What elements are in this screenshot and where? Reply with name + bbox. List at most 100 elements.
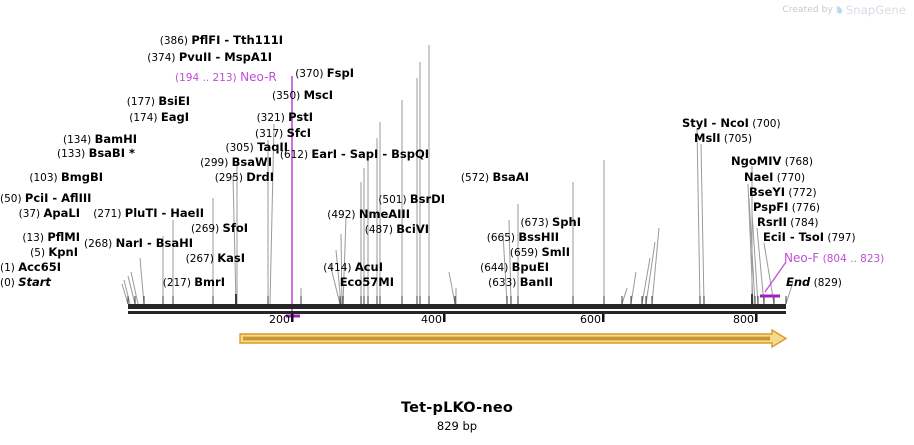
site-enzyme-name: BmrI — [194, 275, 225, 289]
restriction-site-label-taqii: (305) TaqII — [0, 141, 289, 154]
site-position: (5) — [30, 247, 49, 259]
leader-lines-left — [121, 45, 430, 305]
leader-lines-middle — [448, 160, 660, 305]
site-position: (501) — [378, 194, 410, 206]
site-enzyme-name: EagI — [160, 110, 189, 124]
site-enzyme-name: EarI - SapI - BspQI — [311, 147, 429, 161]
ruler-tick-400: 400 — [421, 313, 442, 326]
site-position: (829) — [810, 277, 842, 289]
site-enzyme-name: BmgBI — [60, 170, 103, 184]
restriction-site-label-pvuii-mspa1i: (374) PvuII - MspA1I — [0, 50, 272, 64]
site-enzyme-name: NarI - BsaHI — [115, 236, 193, 250]
restriction-site-label-banii: (633) BanII — [0, 276, 553, 289]
restriction-site-label-fspi: (370) FspI — [0, 66, 354, 80]
restriction-site-label-rsrii: RsrII (784) — [757, 215, 819, 229]
page-title: Tet-pLKO-neo — [400, 400, 514, 416]
site-position: (0) — [0, 277, 19, 289]
site-enzyme-name: SfoI — [222, 221, 248, 235]
site-enzyme-name: PvuII - MspA1I — [178, 50, 272, 64]
restriction-site-label-ecii-tsoi: EciI - TsoI (797) — [763, 230, 856, 244]
site-position: (177) — [126, 96, 159, 108]
site-position: (370) — [295, 68, 327, 80]
restriction-site-label-msli: MslI (705) — [694, 132, 753, 145]
site-enzyme-name: NgoMIV — [731, 154, 782, 168]
site-enzyme-name: EciI - TsoI — [763, 230, 825, 244]
site-position: (295) — [214, 172, 247, 184]
restriction-site-label-bsshii: (665) BssHII — [0, 231, 559, 244]
restriction-site-label-pcii-afliii: (50) PciI - AflIII — [0, 192, 91, 205]
site-enzyme-name: Start — [18, 275, 51, 289]
feature-neo-f-marker — [760, 261, 787, 298]
site-position: (705) — [720, 133, 753, 145]
site-enzyme-name: ApaLI — [43, 206, 81, 220]
plasmid-backbone — [128, 304, 786, 314]
restriction-site-label-start: (0) Start — [0, 276, 51, 289]
ruler-ticks — [291, 314, 758, 322]
restriction-site-ticks — [127, 294, 787, 304]
restriction-site-label-acc65i: (1) Acc65I — [0, 261, 61, 274]
site-enzyme-name: PstI — [288, 110, 313, 124]
restriction-site-label-naei: NaeI (770) — [744, 170, 805, 184]
restriction-site-label-msci: (350) MscI — [0, 89, 333, 102]
plasmid-length-label: 829 bp — [436, 419, 478, 433]
site-enzyme-name: DrdI — [246, 170, 274, 184]
site-enzyme-name: BsrDI — [409, 192, 445, 206]
site-enzyme-name: BpuEI — [511, 260, 549, 274]
restriction-site-label-end: End (829) — [786, 276, 842, 289]
ruler-tick-600: 600 — [580, 313, 601, 326]
site-position: (133) — [56, 148, 89, 160]
site-enzyme-name: PflMI — [47, 230, 80, 244]
site-enzyme-name: PflFI - Tth111I — [191, 33, 283, 47]
site-enzyme-name: BsaWI — [231, 155, 272, 169]
restriction-site-label-styi-ncoi: StyI - NcoI (700) — [682, 117, 781, 130]
site-position: (374) — [147, 52, 179, 64]
site-enzyme-name: BsaAI — [492, 170, 529, 184]
restriction-site-label-sphi: (673) SphI — [0, 216, 581, 229]
site-enzyme-name: RsrII — [757, 215, 787, 229]
site-position: (217) — [162, 277, 195, 289]
restriction-site-label-psti: (321) PstI — [0, 110, 313, 124]
site-enzyme-name: BciVI — [396, 222, 429, 236]
site-position: (317) — [255, 128, 287, 140]
restriction-site-label-sfci: (317) SfcI — [0, 127, 311, 140]
site-position: (350) — [272, 90, 304, 102]
site-position: (386) — [159, 35, 192, 47]
restriction-site-label-kpni: (5) KpnI — [0, 245, 78, 259]
restriction-site-label-ngomiv: NgoMIV (768) — [731, 154, 813, 168]
site-enzyme-name: PluTI - HaeII — [124, 206, 204, 220]
restriction-site-label-nari-bsahi: (268) NarI - BsaHI — [0, 236, 193, 250]
site-position: (659) — [509, 247, 542, 259]
site-enzyme-name: BamHI — [94, 132, 137, 146]
site-position: (1) — [0, 262, 19, 274]
restriction-site-label-sfoi: (269) SfoI — [0, 221, 248, 235]
snapgene-credit: Created by SnapGene — [782, 3, 906, 17]
map-footer: Tet-pLKO-neo 829 bp — [0, 400, 914, 433]
restriction-site-label-pspfi: PspFI (776) — [753, 201, 821, 214]
restriction-site-label-apali: (37) ApaLI — [0, 206, 81, 220]
restriction-site-label-nmeaiii: (492) NmeAIII — [0, 207, 410, 221]
feature-label-neo-f: Neo-F (804 .. 823) — [784, 252, 884, 265]
site-enzyme-name: KpnI — [48, 245, 78, 259]
restriction-site-label-bmgbi: (103) BmgBI — [0, 170, 103, 184]
site-enzyme-name: Acc65I — [18, 260, 62, 274]
site-enzyme-name: BsaBI * — [88, 146, 135, 160]
restriction-site-label-bamhi: (134) BamHI — [0, 132, 137, 146]
site-position: (768) — [781, 156, 813, 168]
site-position: (321) — [256, 112, 289, 124]
site-position: (269) — [190, 223, 223, 235]
site-enzyme-name: NmeAIII — [358, 207, 410, 221]
site-enzyme-name: BseYI — [749, 185, 786, 199]
site-position: (673) — [520, 217, 553, 229]
restriction-site-label-bseyi: BseYI (772) — [749, 185, 817, 199]
site-enzyme-name: SmlI — [541, 245, 571, 259]
site-position: (776) — [788, 202, 821, 214]
site-position: (633) — [488, 277, 520, 289]
ruler-tick-800: 800 — [733, 313, 754, 326]
site-position: (797) — [824, 232, 856, 244]
site-enzyme-name: FspI — [326, 66, 354, 80]
restriction-site-label-pluti-haeii: (271) PluTI - HaeII — [0, 206, 204, 220]
site-enzyme-name: NaeI — [744, 170, 774, 184]
site-position: (665) — [486, 232, 519, 244]
feature-neo-r-range: (194 .. 213) — [175, 72, 237, 84]
site-enzyme-name: KasI — [217, 251, 245, 265]
